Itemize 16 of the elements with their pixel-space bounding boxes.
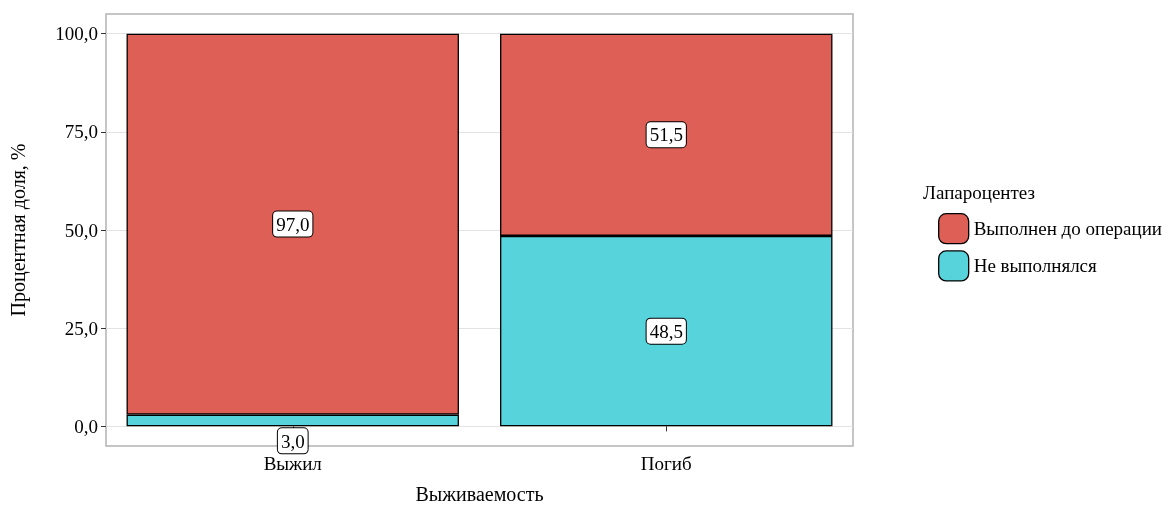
y-axis-title: Процентная доля, % xyxy=(7,143,30,317)
legend-label: Не выполнялся xyxy=(973,255,1098,277)
legend-label: Выполнен до операции xyxy=(973,218,1162,240)
y-tick-label: 100,0 xyxy=(55,23,98,45)
data-label: 51,5 xyxy=(649,124,683,146)
legend-title: Лапароцентез xyxy=(923,182,1036,203)
x-tick-label: Погиб xyxy=(640,453,692,474)
y-tick-label: 0,0 xyxy=(74,415,98,437)
y-tick-label: 50,0 xyxy=(64,219,98,241)
x-tick-label: Выжил xyxy=(263,453,323,474)
x-axis-title: Выживаемость xyxy=(415,483,544,505)
y-tick-label: 75,0 xyxy=(64,121,98,143)
data-label: 48,5 xyxy=(649,320,683,342)
data-label: 3,0 xyxy=(280,431,305,453)
data-label: 97,0 xyxy=(276,213,310,235)
y-tick-label: 25,0 xyxy=(64,317,98,339)
